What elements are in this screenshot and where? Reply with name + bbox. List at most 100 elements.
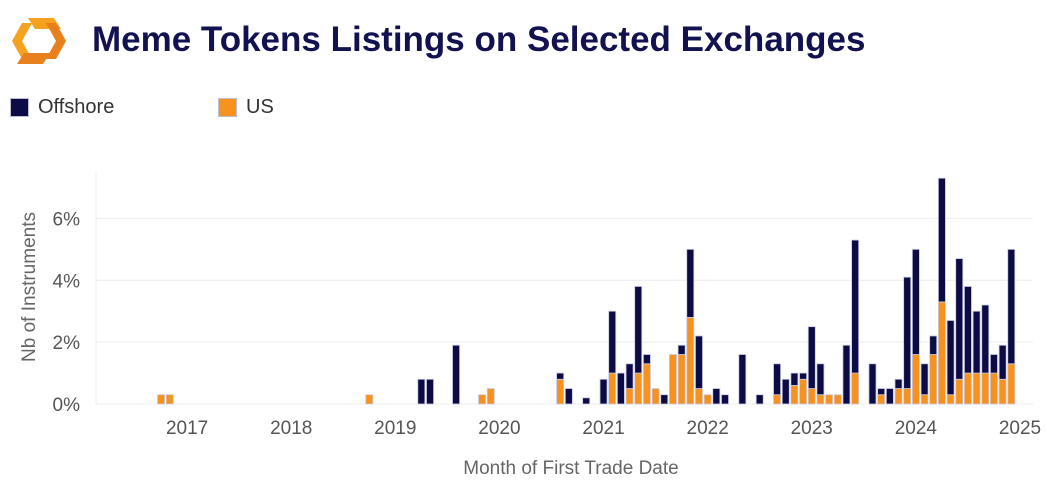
logo-bottom-bar: [17, 53, 50, 64]
bar-us: [625, 388, 634, 405]
bar-us: [608, 372, 617, 405]
bar-us: [903, 388, 912, 405]
bar-offshore: [712, 388, 721, 405]
x-axis-ticks: 2017 2018 2019 2020 2021 2022 2023 2024 2025: [166, 418, 1041, 439]
y-tick-label: 2%: [53, 333, 81, 354]
y-tick-label: 0%: [53, 395, 81, 416]
bar-us: [851, 372, 860, 405]
bar-offshore: [799, 372, 808, 380]
bar-offshore: [920, 363, 929, 396]
legend-item-offshore[interactable]: Offshore: [10, 96, 114, 119]
brand-logo-icon: [12, 18, 66, 64]
bar-offshore: [755, 394, 764, 405]
bar-us: [651, 388, 660, 405]
bar-us: [920, 394, 929, 405]
x-tick-label: 2017: [166, 418, 208, 439]
bar-us: [937, 301, 946, 405]
grid-lines: [95, 172, 1033, 405]
bar-offshore: [894, 378, 903, 389]
legend-item-us[interactable]: US: [218, 96, 274, 119]
bar-us: [157, 394, 166, 405]
bar-us: [998, 378, 1007, 405]
bar-offshore: [946, 320, 955, 396]
bar-us: [816, 394, 825, 405]
bar-us: [807, 388, 816, 405]
bar-offshore: [885, 388, 894, 405]
bar-offshore: [452, 344, 460, 405]
bar-offshore: [816, 363, 825, 396]
y-axis-title: Nb of Instruments: [19, 212, 40, 362]
bar-offshore: [781, 378, 790, 405]
bar-us: [981, 372, 990, 405]
legend-label-us: US: [246, 96, 274, 118]
bar-us: [634, 372, 643, 405]
bar-offshore: [686, 248, 695, 318]
bar-us: [911, 354, 920, 405]
bar-offshore: [868, 363, 877, 405]
bar-us: [642, 363, 651, 405]
bar-offshore: [851, 239, 860, 374]
bar-offshore: [608, 310, 617, 374]
bar-us: [833, 394, 842, 405]
bar-us: [963, 372, 972, 405]
bar-us: [677, 354, 686, 405]
bar-us: [478, 394, 487, 405]
bar-offshore: [937, 177, 946, 303]
bar-us: [946, 394, 955, 405]
legend-label-offshore: Offshore: [38, 96, 115, 118]
bar-offshore: [955, 258, 964, 380]
x-axis-title: Month of First Trade Date: [463, 458, 678, 479]
x-tick-label: 2021: [582, 418, 624, 439]
bar-offshore: [426, 378, 434, 405]
bar-offshore: [981, 304, 990, 374]
bar-us: [686, 316, 695, 405]
x-tick-label: 2022: [687, 418, 729, 439]
bar-offshore: [677, 344, 686, 355]
bar-us: [972, 372, 981, 405]
bar-offshore: [599, 378, 608, 405]
bar-us: [703, 394, 712, 405]
bar-us: [894, 388, 903, 405]
bar-offshore: [634, 286, 643, 374]
bar-us: [929, 354, 938, 405]
bar-offshore: [842, 344, 851, 405]
x-tick-label: 2019: [374, 418, 416, 439]
bar-us: [1007, 363, 1016, 405]
bar-offshore: [998, 344, 1007, 380]
bar-offshore: [773, 363, 781, 396]
bar-offshore: [963, 286, 972, 374]
bar-offshore: [990, 354, 998, 374]
legend-swatch-offshore: [10, 98, 29, 117]
logo-left-chevron: [12, 23, 32, 59]
bar-offshore: [660, 394, 669, 405]
x-tick-label: 2024: [895, 418, 938, 439]
bar-offshore: [790, 372, 799, 386]
bar-offshore: [911, 248, 920, 355]
bar-us: [790, 385, 799, 405]
bar-offshore: [807, 326, 816, 389]
x-tick-label: 2018: [270, 418, 312, 439]
bar-us: [669, 354, 677, 405]
bar-us: [165, 394, 174, 405]
bar-us: [773, 394, 781, 405]
bar-us: [825, 394, 834, 405]
bar-offshore: [903, 276, 912, 389]
bar-offshore: [417, 378, 426, 405]
chart-title: Meme Tokens Listings on Selected Exchang…: [92, 20, 866, 59]
bar-us: [556, 378, 565, 405]
bar-offshore: [625, 363, 634, 389]
bar-us: [877, 394, 886, 405]
x-tick-label: 2023: [791, 418, 833, 439]
y-tick-label: 4%: [53, 271, 81, 292]
x-tick-label: 2025: [999, 418, 1041, 439]
bar-us: [955, 378, 964, 405]
x-tick-label: 2020: [478, 418, 520, 439]
bar-offshore: [642, 354, 651, 365]
bar-offshore: [564, 388, 573, 405]
bar-offshore: [556, 372, 565, 380]
bar-offshore: [582, 397, 591, 405]
bar-us: [486, 388, 495, 405]
bar-offshore: [929, 335, 938, 355]
bar-series: [157, 177, 1016, 405]
